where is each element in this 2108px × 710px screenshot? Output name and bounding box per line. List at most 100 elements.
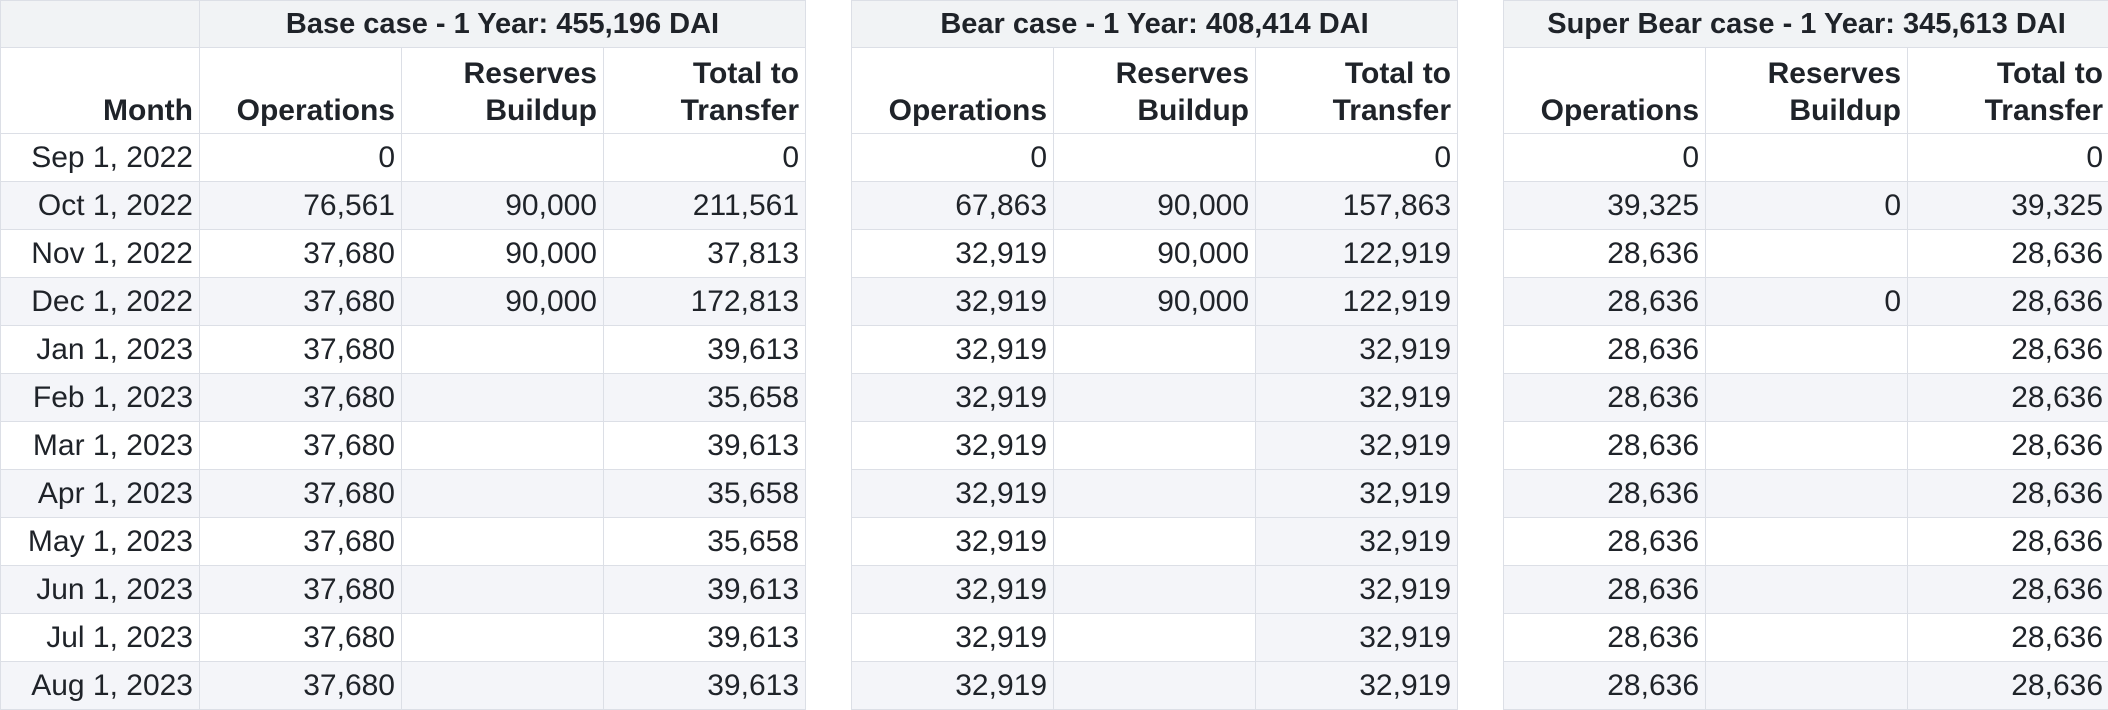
superbear-reserves-buildup-cell: 0 [1706,182,1908,230]
bear-operations-cell: 32,919 [852,422,1054,470]
bear-total-to-transfer-cell: 32,919 [1256,518,1458,566]
bear-total-to-transfer-cell: 32,919 [1256,566,1458,614]
column-gap [1458,134,1504,182]
base-reserves-buildup-cell [402,422,604,470]
column-gap [806,566,852,614]
bear-reserves-buildup-cell [1054,518,1256,566]
base-operations-cell: 37,680 [200,422,402,470]
column-gap [1458,48,1504,134]
bear-operations-cell: 32,919 [852,662,1054,710]
base-operations-cell: 37,680 [200,566,402,614]
base-total-to-transfer-cell: 0 [604,134,806,182]
superbear-operations-cell: 28,636 [1504,566,1706,614]
superbear-reserves-buildup-cell [1706,134,1908,182]
base-total-to-transfer-cell: 35,658 [604,518,806,566]
month-cell: Dec 1, 2022 [1,278,200,326]
group-header-super-bear: Super Bear case - 1 Year: 345,613 DAI [1504,1,2108,48]
superbear-total-to-transfer-cell: 28,636 [1908,566,2108,614]
bear-total-to-transfer-cell: 122,919 [1256,278,1458,326]
month-cell: Apr 1, 2023 [1,470,200,518]
column-gap [806,230,852,278]
header-line: Total to [610,55,799,92]
superbear-reserves-buildup-cell [1706,518,1908,566]
superbear-reserves-buildup-cell: 0 [1706,278,1908,326]
bear-total-to-transfer-cell: 32,919 [1256,422,1458,470]
bear-reserves-buildup-cell: 90,000 [1054,182,1256,230]
base-reserves-buildup-cell [402,662,604,710]
bear-operations-cell: 32,919 [852,374,1054,422]
superbear-operations-cell: 28,636 [1504,662,1706,710]
superbear-operations-cell: 28,636 [1504,374,1706,422]
bear-total-to-transfer-cell: 32,919 [1256,662,1458,710]
month-cell: Jan 1, 2023 [1,326,200,374]
base-total-to-transfer-cell: 39,613 [604,662,806,710]
bear-operations-cell: 32,919 [852,518,1054,566]
superbear-total-to-transfer-cell: 28,636 [1908,374,2108,422]
base-reserves-buildup-cell [402,134,604,182]
bear-total-to-transfer-cell: 32,919 [1256,614,1458,662]
bear-total-to-transfer-cell: 157,863 [1256,182,1458,230]
superbear-reserves-buildup-cell [1706,422,1908,470]
group-header-bear: Bear case - 1 Year: 408,414 DAI [852,1,1458,48]
header-line: Transfer [610,92,799,129]
column-header-reserves-buildup: Reserves Buildup [1706,48,1908,134]
superbear-total-to-transfer-cell: 28,636 [1908,326,2108,374]
superbear-reserves-buildup-cell [1706,230,1908,278]
month-cell: Jun 1, 2023 [1,566,200,614]
column-header-reserves-buildup: Reserves Buildup [1054,48,1256,134]
base-operations-cell: 37,680 [200,326,402,374]
column-header-month: Month [1,48,200,134]
superbear-total-to-transfer-cell: 28,636 [1908,470,2108,518]
superbear-total-to-transfer-cell: 39,325 [1908,182,2108,230]
group-header-base: Base case - 1 Year: 455,196 DAI [200,1,806,48]
base-reserves-buildup-cell: 90,000 [402,182,604,230]
superbear-operations-cell: 28,636 [1504,326,1706,374]
column-gap [1458,1,1504,48]
header-line: Total to [1914,55,2103,92]
base-total-to-transfer-cell: 37,813 [604,230,806,278]
month-cell: Nov 1, 2022 [1,230,200,278]
month-cell: Oct 1, 2022 [1,182,200,230]
column-gap [806,326,852,374]
superbear-operations-cell: 28,636 [1504,278,1706,326]
base-reserves-buildup-cell: 90,000 [402,278,604,326]
group-header-blank [1,1,200,48]
month-cell: Aug 1, 2023 [1,662,200,710]
superbear-operations-cell: 0 [1504,134,1706,182]
column-gap [806,662,852,710]
column-gap [1458,566,1504,614]
base-reserves-buildup-cell [402,326,604,374]
base-reserves-buildup-cell: 90,000 [402,230,604,278]
base-operations-cell: 37,680 [200,518,402,566]
base-operations-cell: 0 [200,134,402,182]
bear-reserves-buildup-cell [1054,614,1256,662]
month-cell: Feb 1, 2023 [1,374,200,422]
header-line: Reserves [408,55,597,92]
header-line: Transfer [1914,92,2103,129]
superbear-reserves-buildup-cell [1706,614,1908,662]
bear-total-to-transfer-cell: 122,919 [1256,230,1458,278]
base-total-to-transfer-cell: 39,613 [604,614,806,662]
column-header-reserves-buildup: Reserves Buildup [402,48,604,134]
bear-reserves-buildup-cell [1054,374,1256,422]
bear-total-to-transfer-cell: 32,919 [1256,326,1458,374]
column-gap [1458,662,1504,710]
bear-reserves-buildup-cell [1054,566,1256,614]
superbear-total-to-transfer-cell: 0 [1908,134,2108,182]
header-line: Reserves [1060,55,1249,92]
column-header-total-to-transfer: Total to Transfer [1908,48,2108,134]
superbear-total-to-transfer-cell: 28,636 [1908,662,2108,710]
superbear-total-to-transfer-cell: 28,636 [1908,422,2108,470]
superbear-operations-cell: 28,636 [1504,518,1706,566]
column-gap [806,134,852,182]
superbear-operations-cell: 39,325 [1504,182,1706,230]
base-reserves-buildup-cell [402,614,604,662]
superbear-total-to-transfer-cell: 28,636 [1908,278,2108,326]
superbear-operations-cell: 28,636 [1504,230,1706,278]
header-line: Buildup [408,92,597,129]
